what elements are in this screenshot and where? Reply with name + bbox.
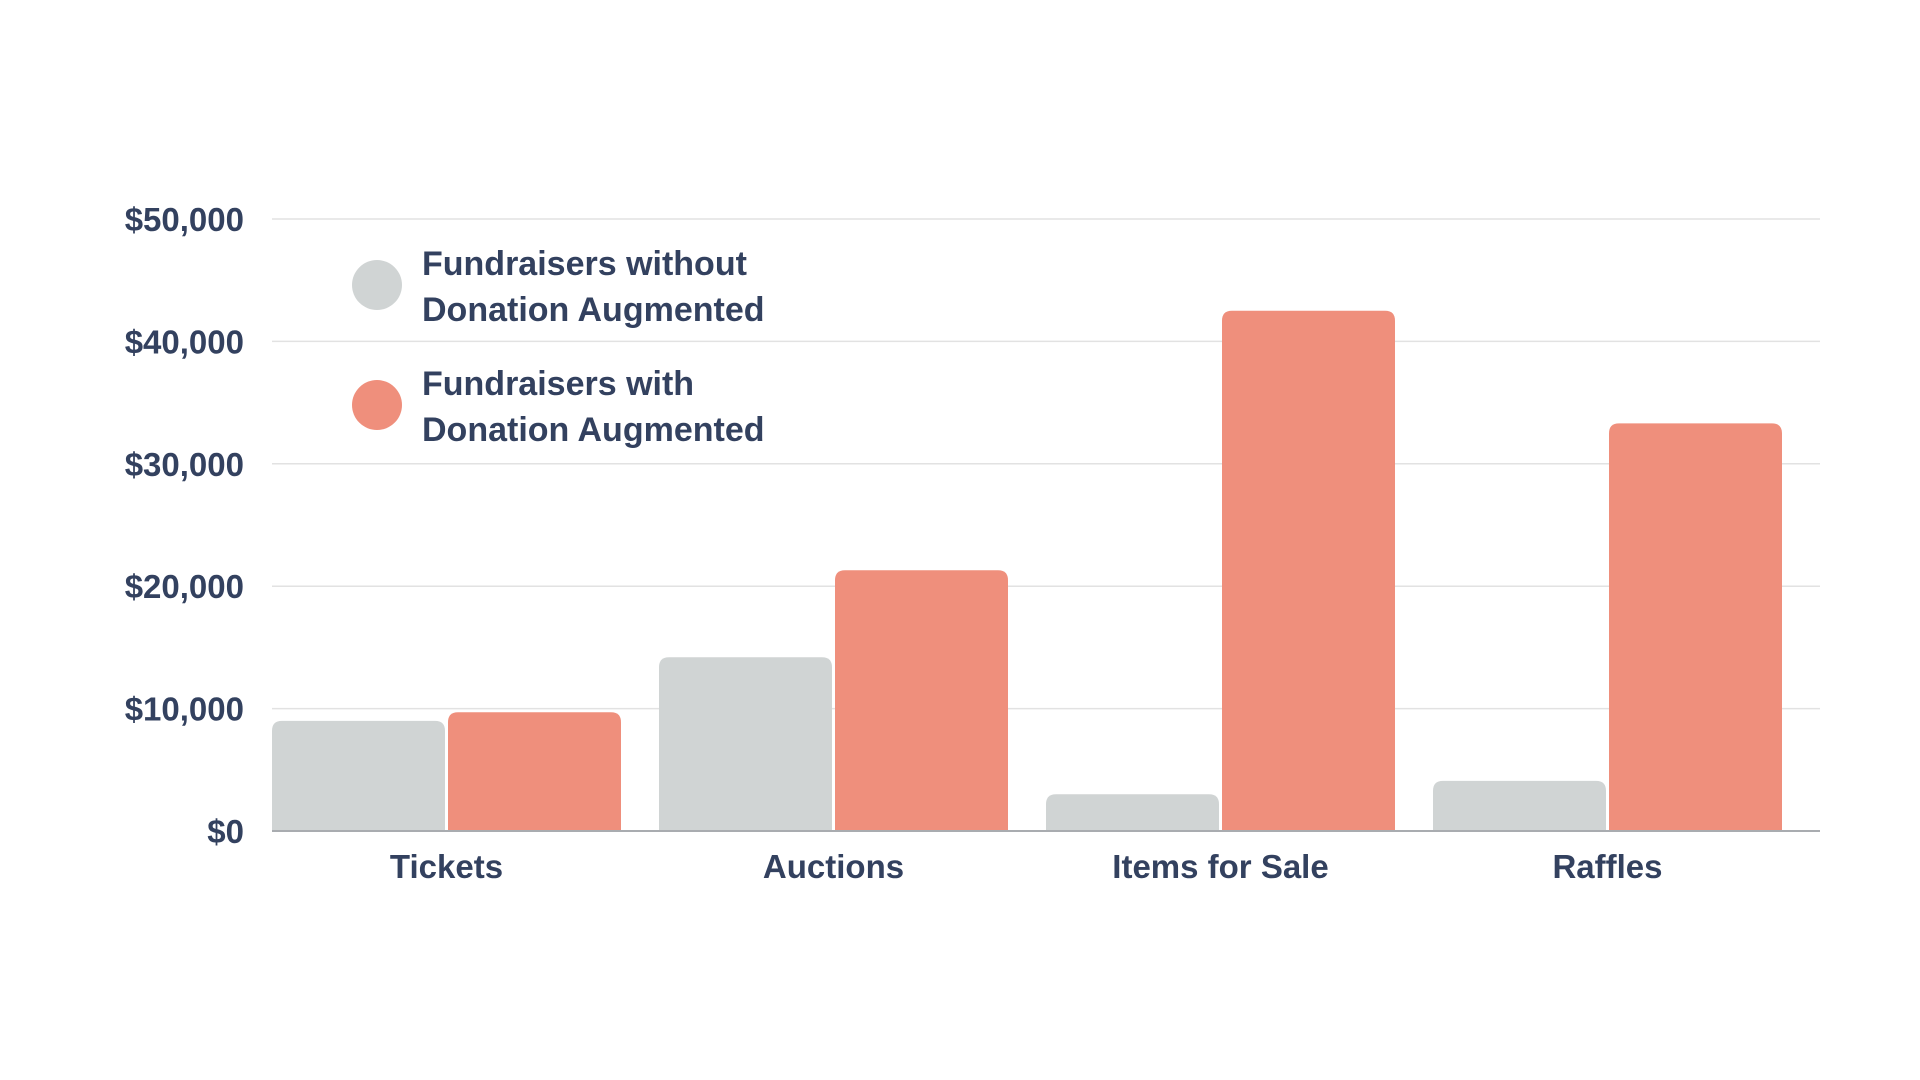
legend-swatch: [352, 380, 402, 430]
legend: Fundraisers without Donation Augmented Fun…: [352, 245, 765, 449]
bar-raffles-series-2: [1609, 423, 1782, 831]
bar-tickets-series-2: [448, 712, 621, 831]
y-tick-label: $30,000: [125, 446, 244, 483]
y-tick-label: $0: [207, 813, 244, 850]
x-category-label: Auctions: [763, 848, 904, 885]
bar-auctions-series-1: [659, 657, 832, 831]
legend-label: Fundraisers without: [422, 245, 747, 283]
bar-items-for-sale-series-2: [1222, 310, 1395, 831]
y-tick-label: $20,000: [125, 568, 244, 605]
y-tick-label: $50,000: [125, 201, 244, 238]
x-category-label: Items for Sale: [1112, 848, 1328, 885]
legend-label: Donation Augmented: [422, 291, 765, 329]
gridlines: [272, 218, 1820, 710]
bar-raffles-series-1: [1433, 780, 1606, 831]
legend-label: Fundraisers with: [422, 365, 694, 403]
y-tick-label: $10,000: [125, 691, 244, 728]
bar-tickets-series-1: [272, 720, 445, 831]
legend-label: Donation Augmented: [422, 411, 765, 449]
legend-swatch: [352, 260, 402, 310]
axes: $0 $10,000 $20,000 $30,000 $40,000 $50,000 Tic…: [125, 201, 1820, 885]
y-tick-label: $40,000: [125, 323, 244, 360]
bar-items-for-sale-series-1: [1046, 794, 1219, 831]
x-category-label: Raffles: [1552, 848, 1662, 885]
x-category-label: Tickets: [390, 848, 503, 885]
bars: [272, 310, 1782, 831]
bar-auctions-series-2: [835, 570, 1008, 831]
